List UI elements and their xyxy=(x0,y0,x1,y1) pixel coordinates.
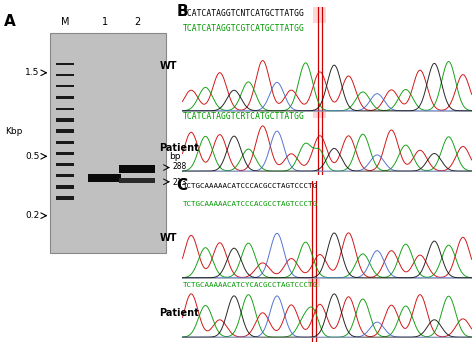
Text: TCATCATAGGTCGTCATGCTTATGG: TCATCATAGGTCGTCATGCTTATGG xyxy=(182,24,304,33)
Bar xyxy=(56,85,74,88)
Text: 0.5: 0.5 xyxy=(25,152,40,161)
Text: 1: 1 xyxy=(101,17,108,27)
Text: 288: 288 xyxy=(173,162,187,171)
Text: TCTGCAAAAACATCCCACGCCTAGTCCCTG: TCTGCAAAAACATCCCACGCCTAGTCCCTG xyxy=(182,201,318,207)
Text: TCATCATAGGTCNTCATGCTTATGG: TCATCATAGGTCNTCATGCTTATGG xyxy=(182,9,304,18)
Text: TCTGCAAAAACATCCCACGCCTAGTCCCTG: TCTGCAAAAACATCCCACGCCTAGTCCCTG xyxy=(182,183,318,189)
Bar xyxy=(56,163,74,166)
Text: 2: 2 xyxy=(134,17,140,27)
Bar xyxy=(56,196,74,200)
Bar xyxy=(119,165,155,173)
Bar xyxy=(56,174,74,177)
Bar xyxy=(56,74,74,76)
Bar xyxy=(313,5,326,23)
Text: C: C xyxy=(177,178,188,193)
Bar xyxy=(56,63,74,65)
Text: Patient: Patient xyxy=(159,143,199,153)
Text: bp: bp xyxy=(169,152,181,161)
Bar xyxy=(56,118,74,121)
Text: TCTGCAAAAACATCYCACGCCTAGTCCCTG: TCTGCAAAAACATCYCACGCCTAGTCCCTG xyxy=(182,282,318,288)
Bar xyxy=(56,185,74,188)
Text: 213: 213 xyxy=(173,178,187,187)
Text: TCATCATAGGTCRTCATGCTTATGG: TCATCATAGGTCRTCATGCTTATGG xyxy=(182,112,304,121)
Text: B: B xyxy=(177,3,188,18)
Bar xyxy=(56,141,74,144)
Text: A: A xyxy=(4,14,15,29)
Text: 0.2: 0.2 xyxy=(26,211,40,220)
Bar xyxy=(119,178,155,183)
Bar xyxy=(50,33,166,253)
Text: M: M xyxy=(61,17,70,27)
Text: 1.5: 1.5 xyxy=(25,68,40,77)
Text: WT: WT xyxy=(159,61,177,70)
Bar xyxy=(308,280,320,288)
Text: WT: WT xyxy=(159,233,177,243)
Bar xyxy=(313,109,326,118)
Bar xyxy=(89,174,121,181)
Text: Kbp: Kbp xyxy=(5,127,23,136)
Bar xyxy=(56,96,74,99)
Bar xyxy=(56,107,74,110)
Text: Patient: Patient xyxy=(159,308,199,318)
Bar xyxy=(56,129,74,133)
Bar xyxy=(56,152,74,155)
